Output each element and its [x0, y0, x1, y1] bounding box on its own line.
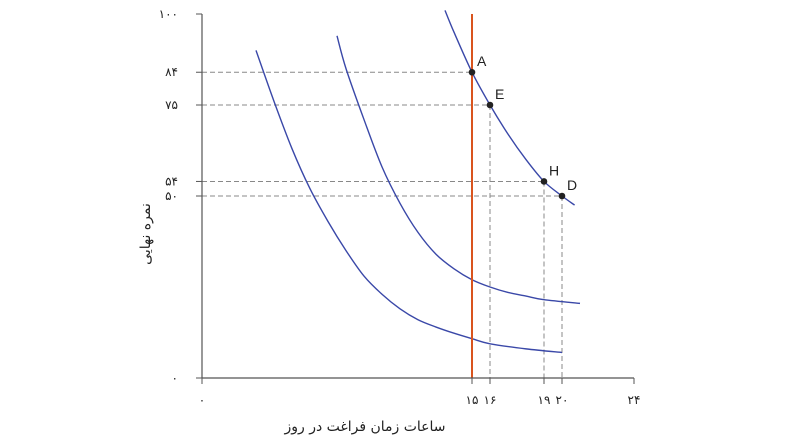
point-label-e: E [495, 86, 504, 102]
indifference-curve [336, 35, 581, 305]
point-h [540, 178, 548, 185]
y-axis-title: نمره نهایی [138, 203, 154, 265]
point-label-d: D [567, 177, 577, 193]
y-tick-label: ۵۴ [165, 174, 178, 188]
indifference-curve [444, 10, 576, 206]
indifference-curves [255, 10, 581, 354]
y-tick-label: ۸۴ [165, 65, 178, 79]
y-tick-label: ۵۰ [165, 189, 178, 203]
y-tick-label: ۱۰۰ [159, 7, 178, 21]
point-e [486, 101, 494, 109]
x-ticks: ۰ ۱۵ ۱۶ ۱۹ ۲۰ ۲۴ [199, 378, 641, 407]
x-tick-label: ۲۴ [628, 393, 641, 407]
point-a [468, 68, 476, 76]
x-tick-label: ۰ [199, 393, 205, 407]
x-tick-label: ۱۶ [484, 393, 497, 407]
indifference-curve [255, 50, 563, 354]
y-tick-label: ۷۵ [165, 98, 178, 112]
point-d [558, 192, 566, 200]
x-tick-label: ۱۹ [538, 393, 551, 407]
point-label-a: A [477, 53, 487, 69]
point-label-h: H [549, 162, 559, 178]
data-points: A E HD [468, 53, 577, 200]
x-tick-label: ۱۵ [466, 393, 479, 407]
x-axis-title: ساعات زمان فراغت در روز [283, 419, 445, 435]
guide-lines [202, 71, 563, 378]
y-tick-label: ۰ [172, 371, 178, 385]
x-tick-label: ۲۰ [556, 393, 569, 407]
